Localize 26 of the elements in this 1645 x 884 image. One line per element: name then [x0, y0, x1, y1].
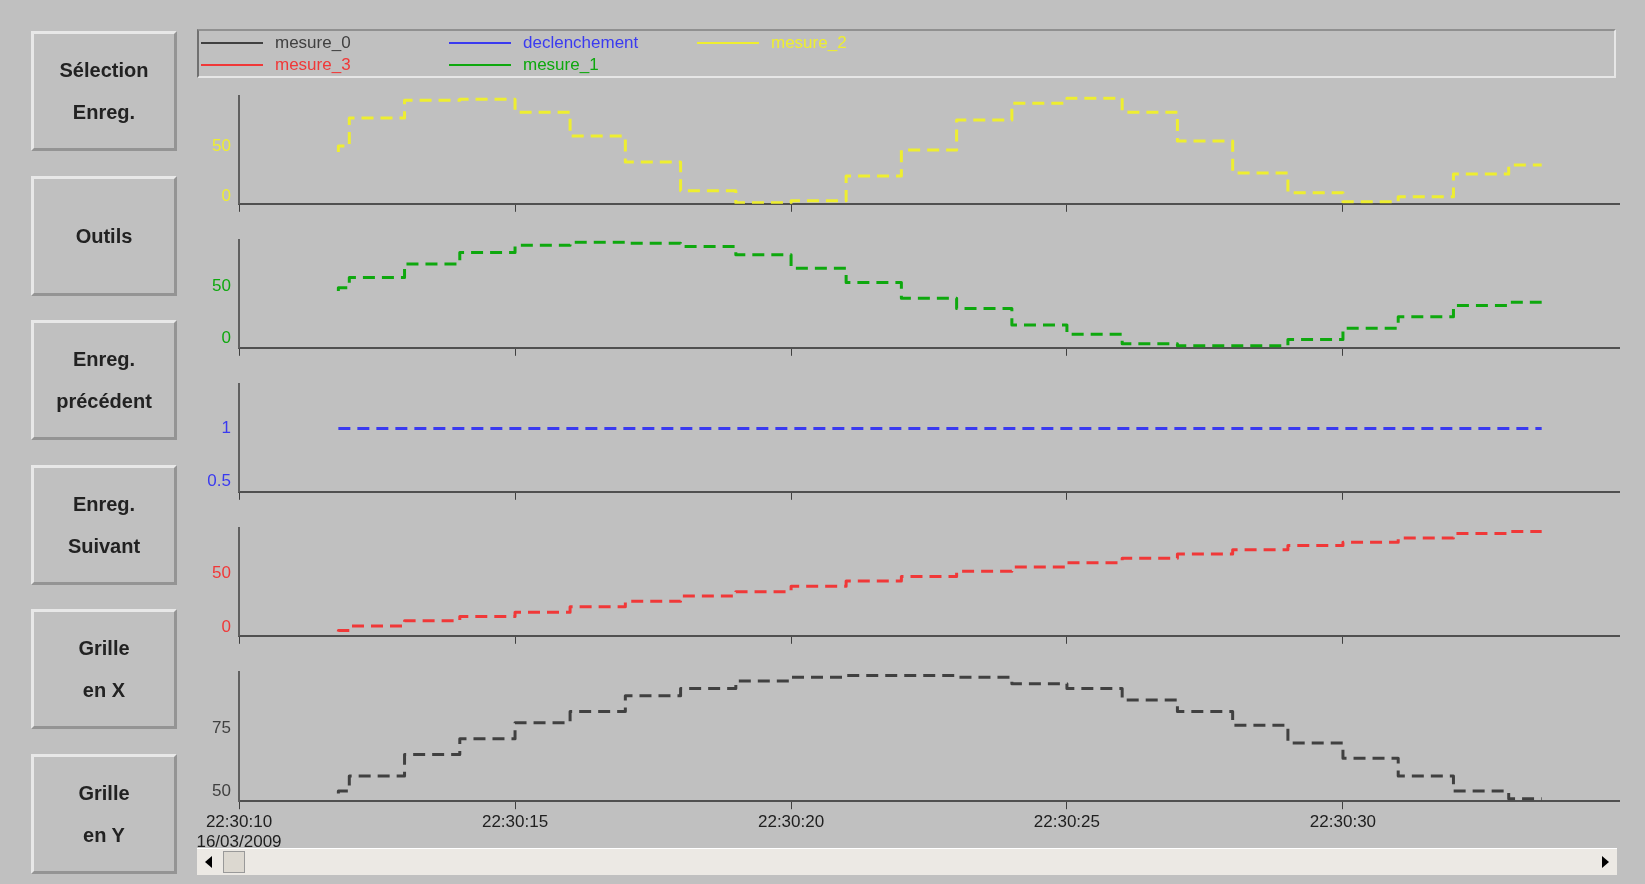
y-tick-label: 75 — [212, 717, 231, 737]
legend-label: mesure_2 — [771, 33, 847, 53]
y-tick-label: 0 — [221, 616, 231, 636]
text: Grille en Y — [31, 753, 177, 874]
y-tick-label: 1 — [221, 418, 231, 438]
text: Enreg. précédent — [31, 320, 177, 440]
y-tick-label: 50 — [212, 780, 231, 800]
legend-label: mesure_3 — [275, 55, 351, 75]
y-tick-label: 50 — [212, 276, 231, 296]
y-tick-label: 0 — [221, 328, 231, 348]
y-tick-label: 50 — [212, 563, 231, 583]
x-tick-label: 22:30:20 — [757, 812, 825, 832]
y-tick-label: 50 — [212, 135, 231, 155]
text: Sélection Enreg. — [31, 31, 177, 151]
y-tick-label: 0.5 — [207, 470, 231, 490]
x-tick-label: 22:30:30 — [1309, 812, 1377, 832]
legend-label: mesure_0 — [275, 33, 351, 53]
x-tick-label: 22:30:10 16/03/2009 — [196, 812, 282, 852]
text: Outils — [31, 175, 177, 296]
legend-label: mesure_1 — [523, 55, 599, 75]
x-tick-label: 22:30:25 — [1033, 812, 1101, 832]
legend-label: declenchement — [523, 33, 639, 53]
x-tick-label: 22:30:15 — [481, 812, 549, 832]
text: Grille en X — [31, 609, 177, 729]
y-tick-label: 0 — [221, 185, 231, 205]
text: Enreg. Suivant — [31, 464, 177, 585]
